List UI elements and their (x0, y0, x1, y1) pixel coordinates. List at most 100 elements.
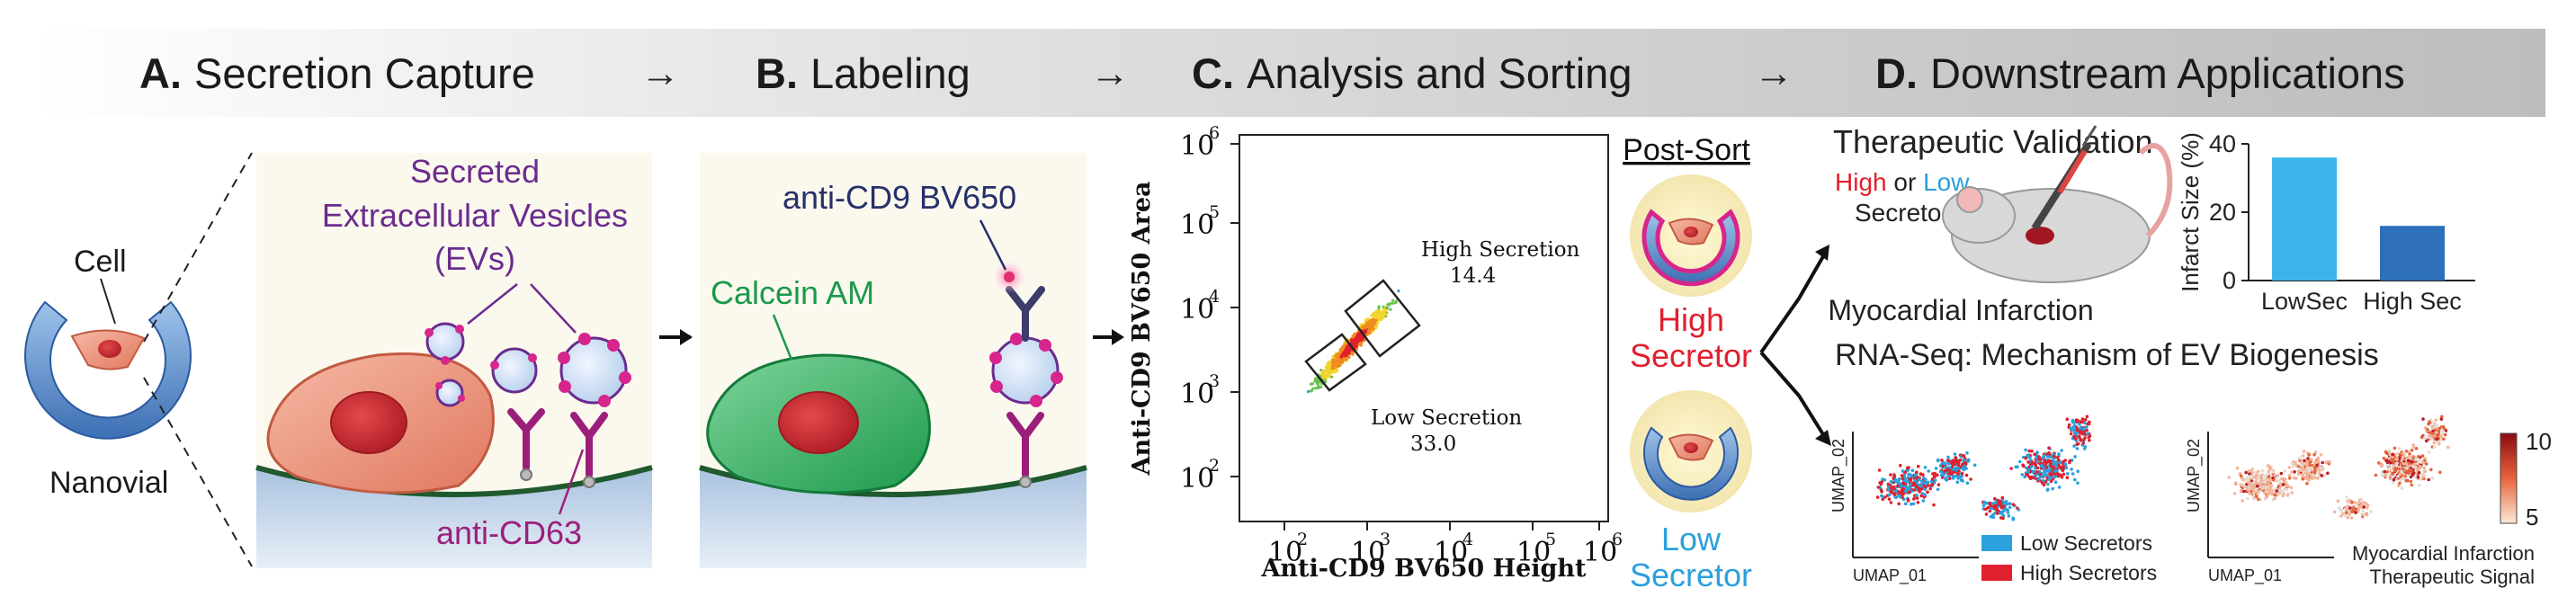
umap-cell (1915, 496, 1919, 500)
umap-cell (2267, 487, 2272, 491)
umap-cell (2394, 477, 2398, 482)
umap-cell (1926, 490, 1929, 494)
umap-cell (2326, 471, 2330, 476)
bar-lowsec (2272, 157, 2337, 281)
step-a-heading: A. Secretion Capture (139, 49, 535, 97)
umap-cell (2052, 462, 2055, 466)
umap-cell (2071, 472, 2075, 476)
umap-cell (2386, 463, 2390, 467)
umap-cell (2413, 465, 2418, 469)
umap-cell (2303, 459, 2306, 463)
umap-cell (2072, 444, 2076, 448)
umap-cell (2414, 458, 2418, 461)
flow-event (1356, 340, 1360, 343)
legend-swatch-low (1981, 535, 2012, 551)
umap-cell (2070, 468, 2073, 471)
flow-event (1306, 389, 1310, 394)
ev-label-line-1: Secreted (410, 153, 540, 190)
umap-cell (2030, 460, 2035, 464)
umap-cell (2260, 486, 2265, 490)
flow-event (1345, 357, 1348, 361)
umap-cell (1926, 480, 1930, 485)
umap-cell (2411, 473, 2415, 477)
umap-cell (2427, 477, 2430, 482)
flow-event (1320, 372, 1324, 376)
umap-cell (2273, 493, 2277, 496)
umap-cell (2432, 445, 2437, 449)
umap-cell (2384, 473, 2388, 477)
umap-cell (1990, 506, 1993, 511)
umap-cell (2428, 420, 2431, 424)
umap-cell (2393, 468, 2398, 473)
umap-cell (2313, 450, 2318, 454)
umap-cell (1920, 479, 1924, 484)
ev-label-line-2: Extracellular Vesicles (322, 197, 628, 234)
umap-cell (1954, 467, 1959, 470)
umap-cell (2074, 418, 2079, 422)
flow-event (1372, 323, 1375, 326)
umap-cell (2404, 478, 2408, 483)
umap-cell (1961, 479, 1964, 483)
umap-cell (1988, 502, 1992, 506)
flow-event (1326, 374, 1329, 378)
umap-cell (2076, 481, 2080, 485)
flow-event (1330, 367, 1334, 370)
umap-cell (2396, 475, 2400, 478)
umap-cell (1910, 502, 1913, 506)
umap-cell (1889, 486, 1893, 490)
umap-cell (1956, 460, 1961, 465)
low-gate-value: 33.0 (1410, 432, 1456, 456)
cd63-antibody-free (507, 408, 545, 481)
flow-event (1382, 309, 1386, 313)
umap-cell (2434, 418, 2437, 423)
umap-cell (2419, 465, 2423, 469)
panel-a: Cell Nanovial (24, 152, 693, 568)
umap-cell (2312, 469, 2317, 473)
umap-cell (1945, 459, 1950, 462)
umap-cell (2037, 455, 2041, 459)
flow-y-tick-exponent: 5 (1209, 202, 1220, 222)
flow-y-tick-label: 10 (1180, 130, 1214, 162)
umap-cell (2437, 442, 2441, 446)
umap-cell (2428, 434, 2433, 438)
bar-y-tick-label: 0 (2223, 267, 2236, 294)
umap-cell (2283, 469, 2287, 473)
umap-cell (2402, 461, 2405, 466)
umap-cell (1982, 500, 1987, 504)
umap-cell (2250, 475, 2254, 479)
nanovial-label: Nanovial (49, 466, 168, 500)
umap-cell (2398, 472, 2402, 477)
umap-cell (2287, 476, 2292, 480)
umap-cell (2410, 483, 2414, 487)
high-secretor-line-2: Secretor (1630, 337, 1752, 374)
umap-cell (2439, 434, 2443, 439)
umap-score-plot: UMAP_01 UMAP_02 10 5 Myocardial Infarcti… (2185, 414, 2552, 588)
nanovial-surface (256, 468, 652, 568)
umap-cell (2395, 453, 2399, 458)
flow-events (1306, 290, 1400, 394)
umap-cell (2380, 470, 2384, 475)
umap-cell (2085, 425, 2089, 429)
umap-cell (2303, 471, 2308, 475)
umap-cell (2033, 469, 2036, 473)
extracellular-vesicles (425, 322, 631, 407)
flow-event (1328, 369, 1332, 372)
flow-event (1336, 352, 1339, 356)
low-secretor-line-2: Secretor (1630, 557, 1752, 593)
umap-cell (2241, 499, 2244, 503)
umap-cell (2066, 472, 2070, 476)
flow-event (1367, 329, 1371, 333)
umap-cell (2282, 487, 2286, 492)
umap-cell (1949, 460, 1954, 464)
umap-cell (1917, 486, 1921, 491)
bar-y-label: Infarct Size (%) (2177, 132, 2204, 292)
umap-cell (2072, 434, 2076, 439)
umap-cell (2233, 481, 2238, 485)
branch-arrowhead-up (1815, 245, 1829, 261)
umap-cell (1948, 477, 1952, 481)
umap-cell (2250, 468, 2254, 471)
ev-captured (558, 333, 631, 407)
umap-cell (2410, 448, 2414, 452)
umap-cell (2424, 439, 2428, 443)
umap-cell (1911, 483, 1916, 486)
